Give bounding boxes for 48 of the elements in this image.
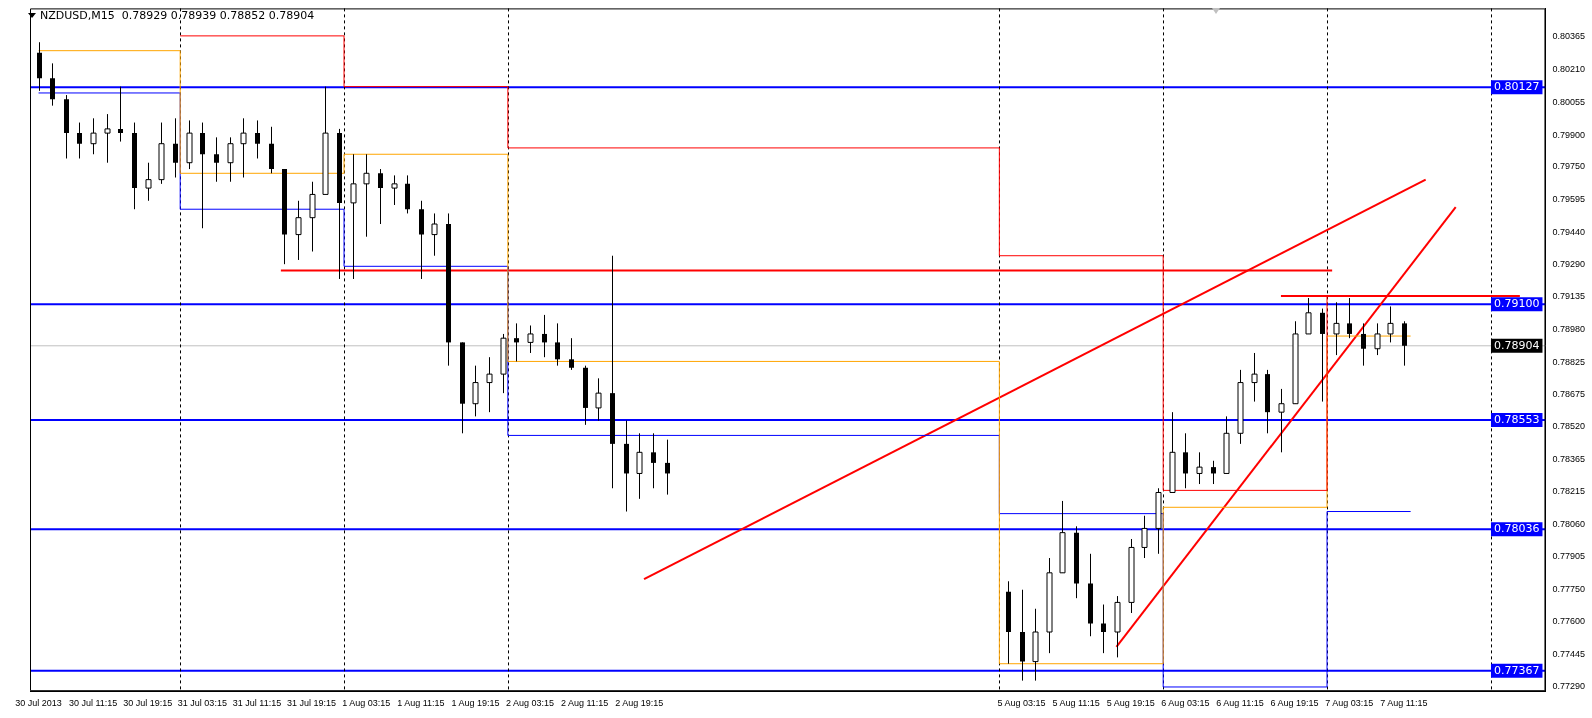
x-tick-label: 30 Jul 2013 — [15, 698, 62, 709]
y-tick-label: 0.78215 — [1552, 485, 1586, 496]
y-tick-label: 0.79900 — [1552, 129, 1586, 140]
y-tick-label: 0.78520 — [1552, 421, 1586, 432]
y-tick-label: 0.79440 — [1552, 226, 1586, 237]
x-tick-label: 31 Jul 03:15 — [177, 698, 227, 709]
y-tick-label: 0.79750 — [1552, 161, 1586, 172]
y-tick-label: 0.78825 — [1552, 356, 1586, 367]
x-tick-label: 6 Aug 19:15 — [1270, 698, 1319, 709]
ref-line-label: 0.80127 — [1493, 80, 1540, 94]
x-tick-label: 7 Aug 03:15 — [1325, 698, 1374, 709]
y-tick-label: 0.78060 — [1552, 518, 1586, 529]
ref-line-label: 0.79100 — [1493, 297, 1540, 311]
y-tick-label: 0.77600 — [1552, 615, 1586, 626]
chart-title: NZDUSD,M15 0.78929 0.78939 0.78852 0.78904 — [40, 9, 315, 22]
y-tick-label: 0.77290 — [1552, 681, 1586, 692]
y-tick-label: 0.80055 — [1552, 96, 1586, 107]
x-tick-label: 6 Aug 11:15 — [1216, 698, 1264, 709]
ref-line-label: 0.78036 — [1493, 522, 1540, 536]
x-tick-label: 2 Aug 03:15 — [506, 698, 555, 709]
x-tick-label: 31 Jul 19:15 — [287, 698, 337, 709]
ref-line-label: 0.78553 — [1493, 412, 1540, 426]
y-tick-label: 0.77750 — [1552, 584, 1586, 595]
ref-line-label: 0.77367 — [1493, 663, 1540, 677]
y-tick-label: 0.79135 — [1552, 291, 1586, 302]
x-tick-label: 5 Aug 19:15 — [1106, 698, 1155, 709]
y-tick-label: 0.78675 — [1552, 388, 1586, 399]
x-tick-label: 1 Aug 11:15 — [397, 698, 445, 709]
x-tick-label: 30 Jul 11:15 — [68, 698, 118, 709]
y-tick-label: 0.79595 — [1552, 194, 1586, 205]
x-tick-label: 31 Jul 11:15 — [232, 698, 282, 709]
x-tick-label: 1 Aug 03:15 — [342, 698, 391, 709]
x-tick-label: 5 Aug 11:15 — [1052, 698, 1100, 709]
y-tick-label: 0.80365 — [1552, 31, 1586, 42]
y-tick-label: 0.79290 — [1552, 258, 1586, 269]
y-tick-label: 0.78365 — [1552, 454, 1586, 465]
x-tick-label: 2 Aug 11:15 — [560, 698, 609, 709]
x-tick-label: 1 Aug 19:15 — [451, 698, 500, 709]
ref-line-label: 0.78904 — [1493, 338, 1540, 352]
x-tick-label: 30 Jul 19:15 — [123, 698, 173, 709]
y-tick-label: 0.80210 — [1552, 64, 1586, 75]
x-tick-label: 5 Aug 03:15 — [997, 698, 1046, 709]
x-tick-label: 2 Aug 19:15 — [615, 698, 664, 709]
y-tick-label: 0.77445 — [1552, 648, 1586, 659]
y-tick-label: 0.78980 — [1552, 324, 1586, 335]
x-tick-label: 7 Aug 11:15 — [1380, 698, 1428, 709]
y-tick-label: 0.77905 — [1552, 551, 1586, 562]
x-tick-label: 6 Aug 03:15 — [1161, 698, 1210, 709]
